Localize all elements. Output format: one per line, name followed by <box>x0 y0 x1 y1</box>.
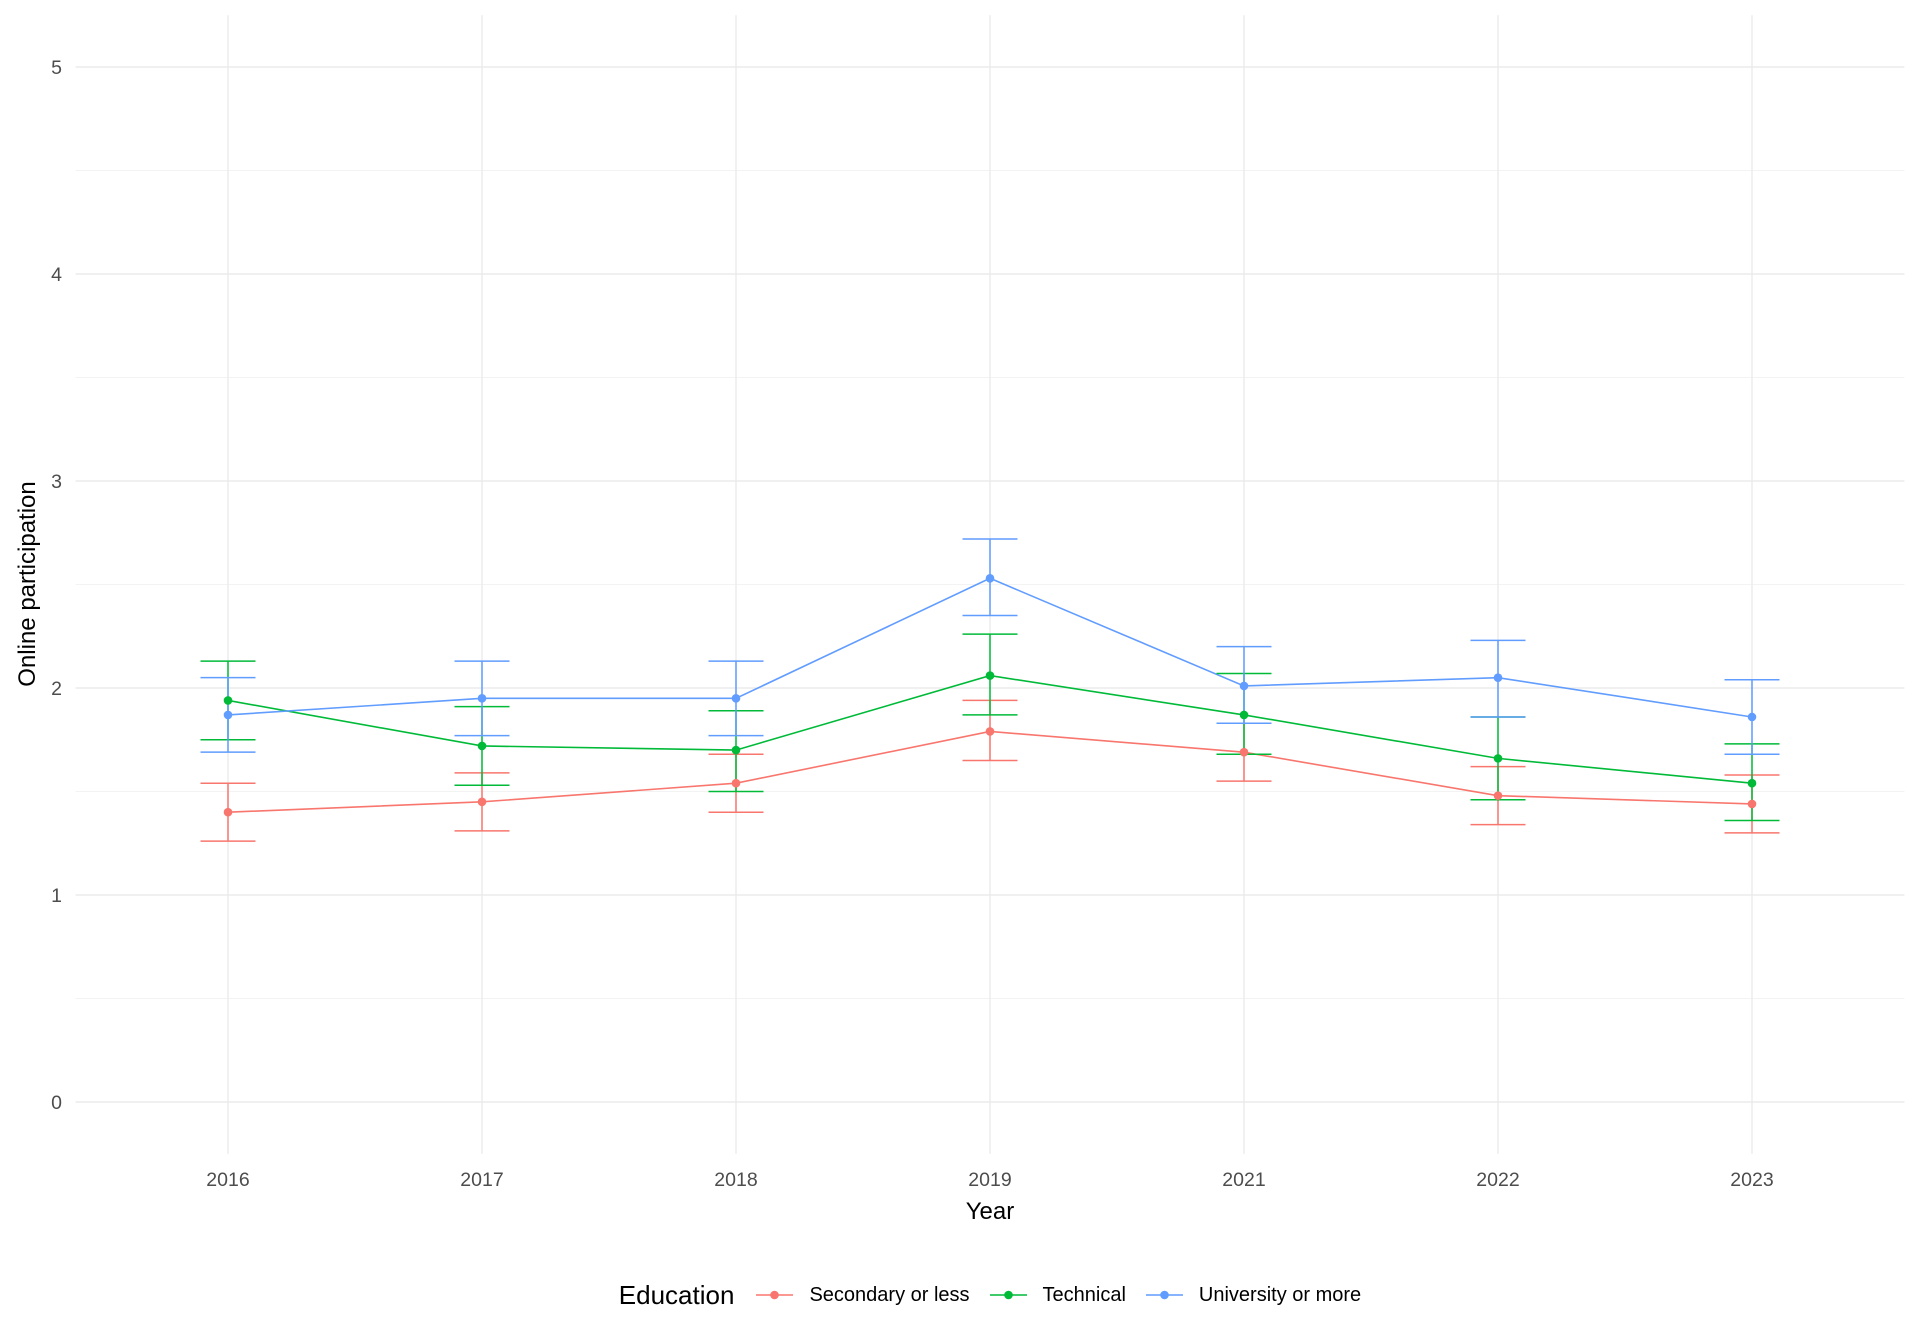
x-tick-label-2023: 2023 <box>1730 1169 1773 1191</box>
legend-item-secondary-or-less: Secondary or less <box>756 1283 970 1307</box>
point-university-or-more-2017 <box>477 694 487 703</box>
point-technical-2022 <box>1493 754 1503 763</box>
x-tick-label-2021: 2021 <box>1222 1169 1265 1191</box>
point-technical-2019 <box>985 671 995 680</box>
legend-label-secondary-or-less: Secondary or less <box>809 1283 970 1306</box>
point-university-or-more-2019 <box>985 573 995 583</box>
legend-item-university-or-more: University or more <box>1145 1283 1362 1307</box>
point-university-or-more-2023 <box>1747 712 1757 722</box>
point-university-or-more-2022 <box>1493 673 1503 682</box>
series-points <box>223 573 1757 817</box>
point-university-or-more-2016 <box>223 710 233 720</box>
point-technical-2017 <box>477 741 487 751</box>
legend-label-technical: Technical <box>1042 1283 1126 1306</box>
x-tick-label-2019: 2019 <box>968 1169 1011 1191</box>
x-tick-label-2018: 2018 <box>714 1169 757 1191</box>
point-technical-2023 <box>1747 778 1757 788</box>
legend-item-technical: Technical <box>989 1283 1126 1307</box>
y-tick-label-0: 0 <box>51 1092 62 1114</box>
point-technical-2018 <box>731 745 741 755</box>
y-tick-label-2: 2 <box>51 678 62 700</box>
grid <box>75 15 1905 1154</box>
point-technical-2021 <box>1239 710 1249 720</box>
legend-key-secondary-or-less <box>756 1290 794 1300</box>
point-secondary-or-less-2022 <box>1493 791 1503 800</box>
y-tick-label-5: 5 <box>51 57 62 79</box>
y-axis-tick-labels: 0 1 2 3 4 5 <box>51 57 62 1114</box>
legend: Education Secondary or less Technical Un… <box>160 1276 1820 1314</box>
legend-key-university-or-more <box>1145 1290 1183 1300</box>
point-university-or-more-2021 <box>1239 681 1249 691</box>
y-tick-label-1: 1 <box>51 885 62 907</box>
point-technical-2016 <box>223 696 233 705</box>
point-secondary-or-less-2017 <box>477 797 487 807</box>
point-university-or-more-2018 <box>731 694 741 703</box>
point-secondary-or-less-2023 <box>1747 799 1757 809</box>
x-tick-label-2017: 2017 <box>460 1169 503 1191</box>
point-secondary-or-less-2016 <box>223 807 233 817</box>
point-secondary-or-less-2018 <box>731 778 741 788</box>
legend-title: Education <box>618 1279 735 1310</box>
x-tick-label-2022: 2022 <box>1476 1169 1519 1191</box>
point-secondary-or-less-2021 <box>1239 747 1249 757</box>
x-tick-label-2016: 2016 <box>206 1169 249 1191</box>
x-axis-tick-labels: 2016 2017 2018 2019 2021 2022 2023 <box>206 1169 1773 1191</box>
x-axis-title: Year <box>966 1198 1015 1225</box>
y-axis-title: Online participation <box>14 481 41 686</box>
legend-label-university-or-more: University or more <box>1198 1283 1362 1306</box>
y-tick-label-3: 3 <box>51 471 62 493</box>
legend-key-technical <box>989 1290 1027 1300</box>
y-tick-label-4: 4 <box>51 264 62 286</box>
point-secondary-or-less-2019 <box>985 727 995 736</box>
